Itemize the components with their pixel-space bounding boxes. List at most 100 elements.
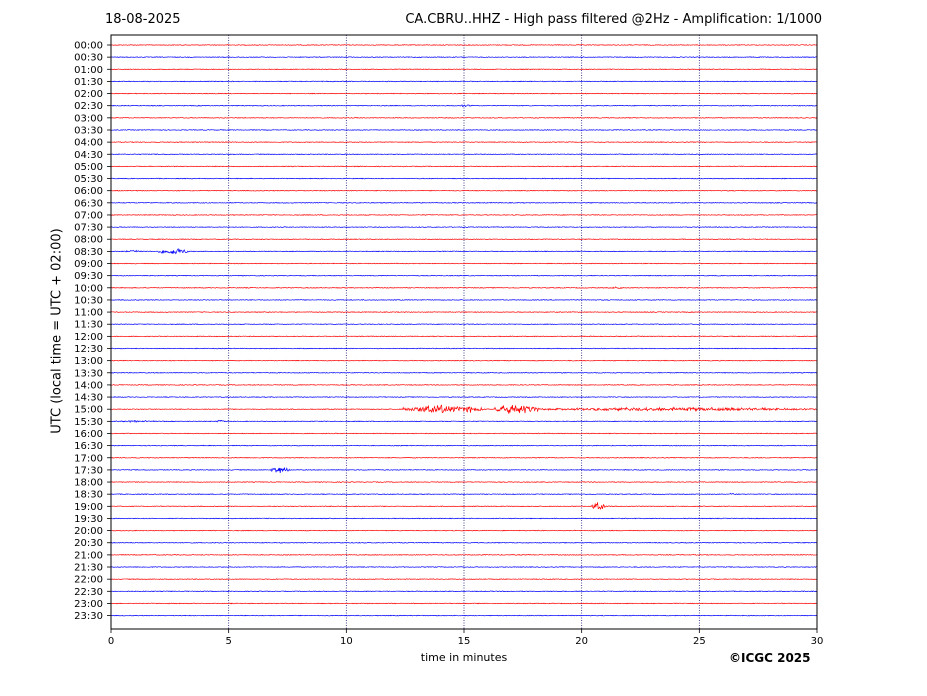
trace-0930 — [110, 274, 817, 277]
y-tick-label: 06:00 — [74, 186, 103, 197]
y-tick-label: 04:00 — [74, 138, 103, 149]
trace-1400 — [110, 384, 817, 386]
y-tick-label: 07:30 — [74, 223, 103, 234]
trace-1900 — [110, 502, 817, 511]
y-tick-label: 15:30 — [74, 417, 103, 428]
y-tick-label: 00:00 — [74, 41, 103, 52]
trace-0830 — [110, 248, 817, 255]
trace-1100 — [110, 311, 817, 313]
x-axis-label: time in minutes — [420, 651, 508, 664]
trace-0200 — [110, 92, 817, 95]
y-tick-label: 19:30 — [74, 514, 103, 525]
trace-1030 — [110, 299, 817, 301]
x-tick-label: 10 — [340, 636, 353, 647]
y-tick-label: 02:30 — [74, 101, 103, 112]
y-tick-label: 12:30 — [74, 344, 103, 355]
y-tick-label: 19:00 — [74, 502, 103, 513]
y-tick-label: 08:30 — [74, 247, 103, 258]
y-tick-label: 09:00 — [74, 259, 103, 270]
y-tick-label: 03:00 — [74, 113, 103, 124]
y-tick-label: 21:30 — [74, 563, 103, 574]
y-tick-label: 02:00 — [74, 89, 103, 100]
chart-title: CA.CBRU..HHZ - High pass filtered @2Hz -… — [405, 12, 822, 27]
trace-0600 — [110, 189, 817, 192]
trace-1700 — [110, 456, 817, 459]
trace-layer — [110, 44, 817, 617]
axis-layer: 00:0000:3001:0001:3002:0002:3003:0003:30… — [74, 34, 824, 647]
y-tick-label: 13:30 — [74, 368, 103, 379]
trace-0700 — [110, 214, 817, 216]
y-tick-label: 11:00 — [74, 308, 103, 319]
chart-date: 18-08-2025 — [105, 12, 181, 27]
y-tick-label: 15:00 — [74, 405, 103, 416]
y-tick-label: 07:00 — [74, 210, 103, 221]
trace-1930 — [110, 517, 817, 520]
trace-1600 — [110, 432, 817, 435]
y-tick-label: 12:00 — [74, 332, 103, 343]
y-tick-label: 08:00 — [74, 235, 103, 246]
x-tick-label: 20 — [575, 636, 588, 647]
x-tick-label: 30 — [811, 636, 824, 647]
y-tick-label: 05:00 — [74, 162, 103, 173]
y-tick-label: 20:30 — [74, 538, 103, 549]
x-tick-label: 15 — [458, 636, 471, 647]
y-tick-label: 22:30 — [74, 587, 103, 598]
y-tick-label: 10:30 — [74, 295, 103, 306]
y-tick-label: 05:30 — [74, 174, 103, 185]
trace-1330 — [110, 371, 817, 374]
grid-layer — [228, 35, 700, 629]
y-tick-label: 06:30 — [74, 198, 103, 209]
trace-0900 — [110, 262, 817, 265]
trace-0100 — [110, 68, 817, 71]
y-tick-label: 16:00 — [74, 429, 103, 440]
y-tick-label: 01:00 — [74, 65, 103, 76]
y-tick-label: 22:00 — [74, 575, 103, 586]
trace-2230 — [110, 590, 817, 593]
trace-1200 — [110, 335, 817, 338]
y-tick-label: 01:30 — [74, 77, 103, 88]
copyright-label: ©ICGC 2025 — [729, 651, 811, 665]
trace-0300 — [110, 116, 817, 119]
trace-2100 — [110, 554, 817, 556]
y-tick-label: 21:00 — [74, 550, 103, 561]
y-tick-label: 04:30 — [74, 150, 103, 161]
y-tick-label: 18:00 — [74, 478, 103, 489]
trace-0330 — [110, 129, 817, 131]
y-tick-label: 16:30 — [74, 441, 103, 452]
trace-0500 — [110, 165, 817, 168]
trace-1730 — [110, 467, 817, 474]
trace-1630 — [110, 444, 817, 447]
x-tick-label: 5 — [225, 636, 231, 647]
y-tick-label: 10:00 — [74, 283, 103, 294]
trace-0000 — [110, 44, 817, 46]
y-tick-label: 14:00 — [74, 380, 103, 391]
trace-2130 — [110, 566, 817, 568]
trace-1530 — [110, 419, 817, 423]
trace-0130 — [110, 80, 817, 83]
trace-0630 — [110, 201, 817, 204]
trace-1300 — [110, 359, 817, 362]
y-axis-label: UTC (local time = UTC + 02:00) — [49, 228, 65, 434]
x-tick-label: 0 — [108, 636, 114, 647]
trace-0730 — [110, 226, 817, 228]
trace-0230 — [110, 104, 817, 108]
trace-1430 — [110, 396, 817, 398]
y-tick-label: 14:30 — [74, 393, 103, 404]
y-tick-label: 23:00 — [74, 599, 103, 610]
trace-0530 — [110, 177, 817, 180]
trace-1800 — [110, 481, 817, 483]
trace-1830 — [110, 492, 817, 496]
trace-0800 — [110, 238, 817, 241]
y-tick-label: 03:30 — [74, 125, 103, 136]
trace-0030 — [110, 56, 817, 58]
trace-0430 — [110, 153, 817, 156]
y-tick-label: 13:00 — [74, 356, 103, 367]
trace-2330 — [110, 614, 817, 617]
trace-2030 — [110, 541, 817, 544]
plot-frame — [110, 34, 818, 630]
y-tick-label: 17:00 — [74, 453, 103, 464]
x-tick-label: 25 — [693, 636, 706, 647]
trace-0400 — [110, 141, 817, 143]
y-tick-label: 00:30 — [74, 53, 103, 64]
